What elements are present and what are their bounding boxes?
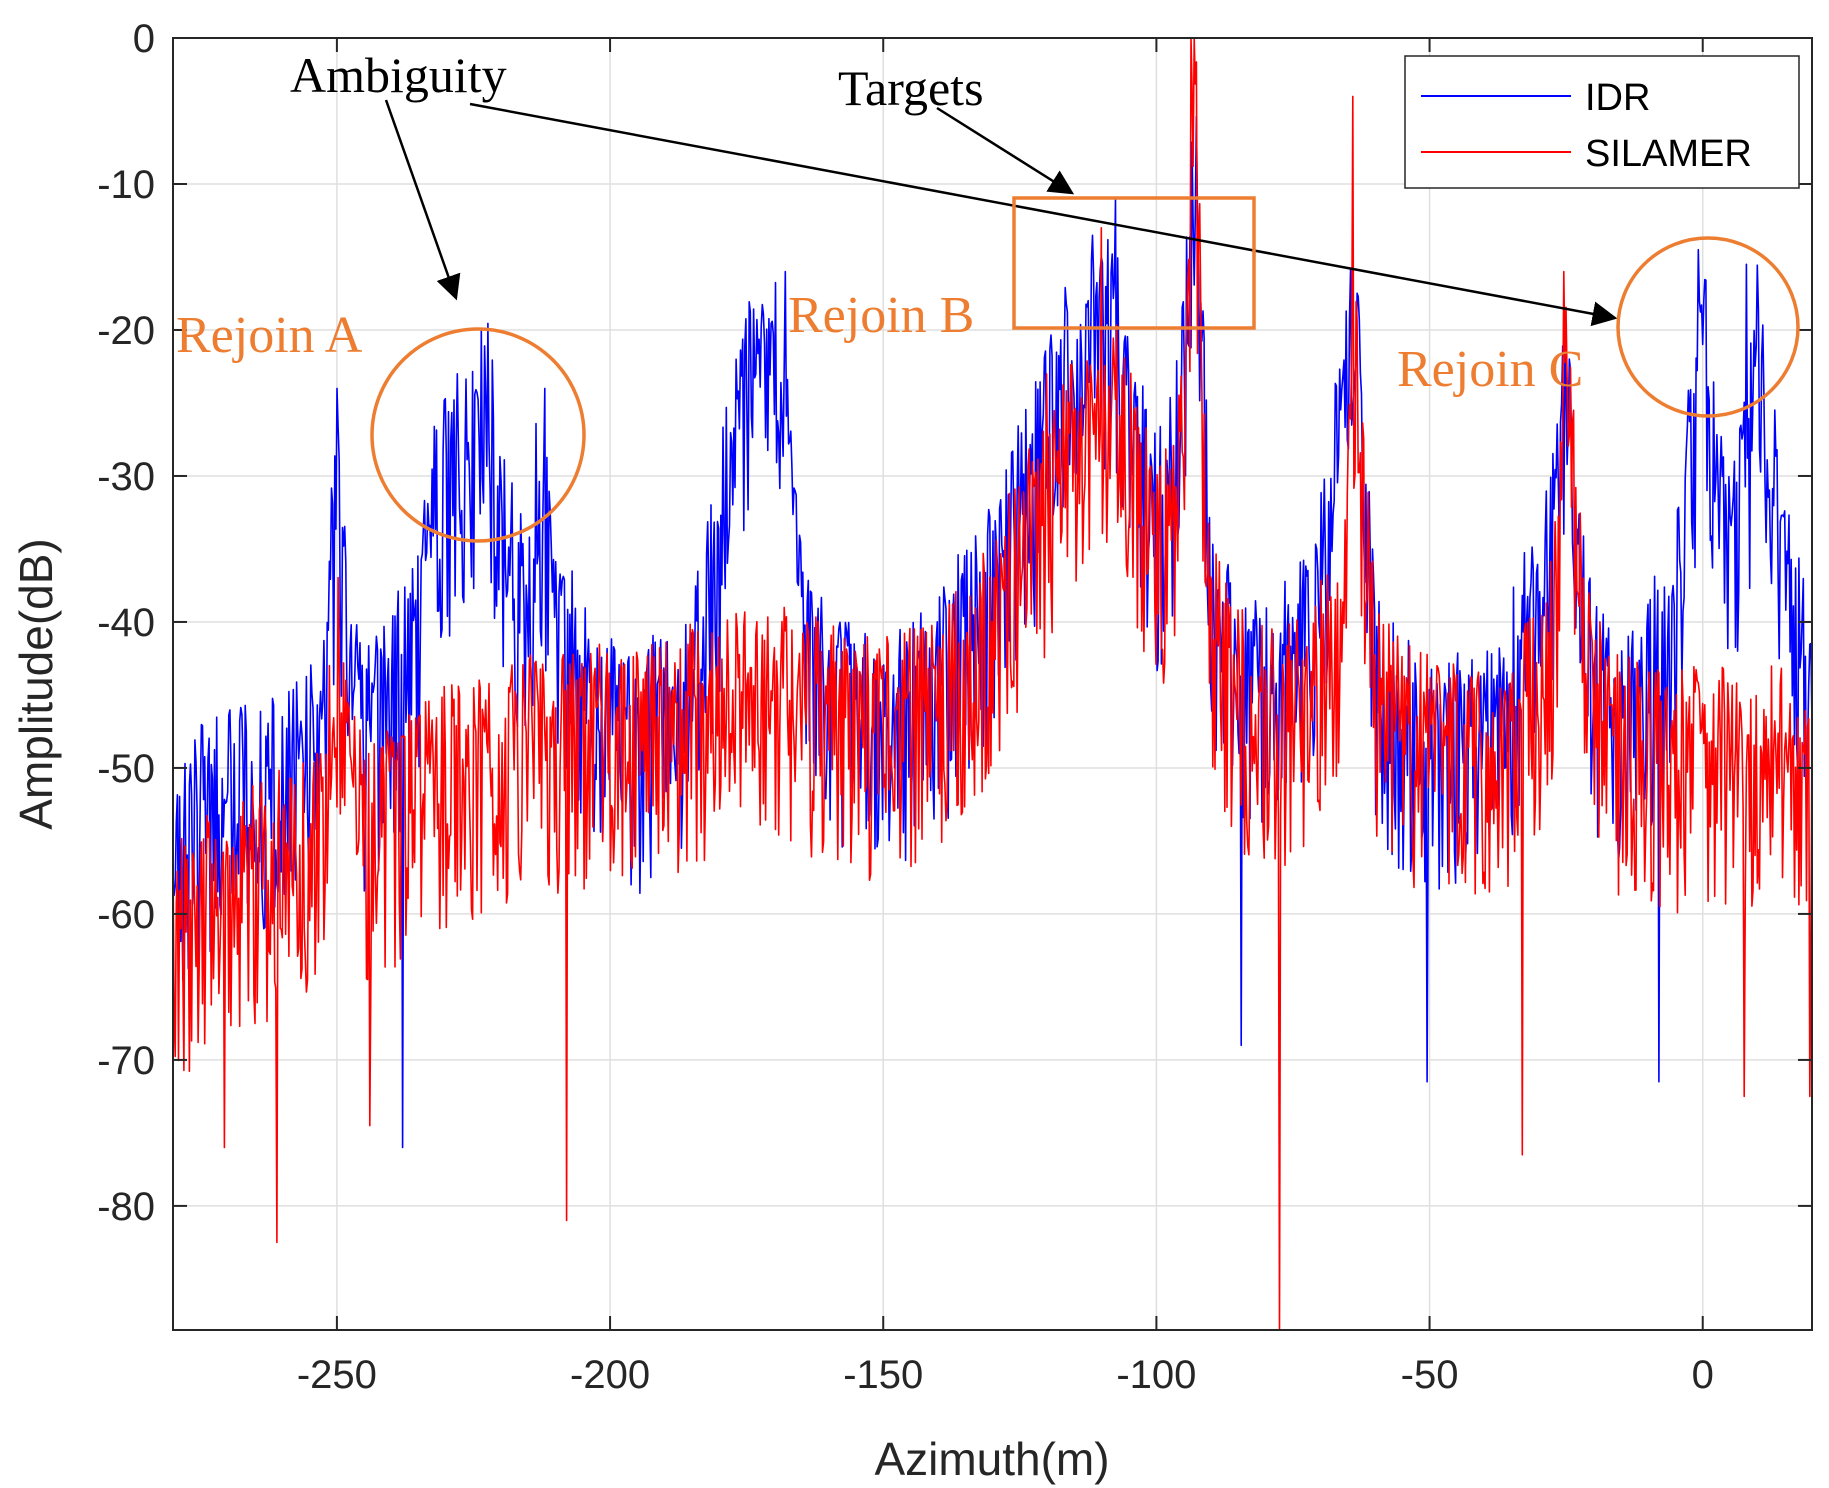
y-tick-label: -20 bbox=[97, 309, 155, 353]
annotations: Ambiguity Targets Rejoin A Rejoin B Rejo… bbox=[176, 47, 1800, 543]
y-tick-label: -80 bbox=[97, 1185, 155, 1229]
region-b-box bbox=[1012, 196, 1256, 330]
region-a-label: Rejoin A bbox=[176, 307, 363, 364]
region-a-circle bbox=[370, 327, 586, 543]
region-c-label: Rejoin C bbox=[1397, 341, 1583, 398]
legend: IDR SILAMER bbox=[1404, 55, 1800, 189]
legend-box bbox=[1404, 55, 1800, 189]
axes-frame bbox=[172, 37, 1813, 1331]
targets-arrow bbox=[936, 106, 1075, 195]
series-line-silamer bbox=[173, 38, 1812, 1330]
x-tick-label: -250 bbox=[297, 1353, 377, 1397]
x-tick-label: -200 bbox=[570, 1353, 650, 1397]
y-tick-label: -50 bbox=[97, 747, 155, 791]
y-tick-label: -60 bbox=[97, 893, 155, 937]
x-tick-label: -50 bbox=[1401, 1353, 1459, 1397]
ambiguity-label: Ambiguity bbox=[290, 47, 507, 103]
y-axis-title: Amplitude(dB) bbox=[10, 538, 62, 829]
ticks: -250 -200 -150 -100 -50 0 0 -10 -20 -30 -40 -50 -60 -… bbox=[97, 17, 1812, 1397]
ambiguity-arrow-c bbox=[469, 102, 1618, 327]
legend-label-silamer: SILAMER bbox=[1585, 133, 1752, 175]
y-tick-label: -70 bbox=[97, 1039, 155, 1083]
targets-label: Targets bbox=[838, 60, 984, 116]
y-tick-label: 0 bbox=[133, 17, 155, 61]
y-tick-label: -30 bbox=[97, 455, 155, 499]
y-tick-label: -10 bbox=[97, 163, 155, 207]
region-c-circle bbox=[1616, 236, 1800, 418]
x-tick-label: -100 bbox=[1116, 1353, 1196, 1397]
series-line-idr bbox=[173, 115, 1812, 1149]
x-tick-label: -150 bbox=[843, 1353, 923, 1397]
legend-label-idr: IDR bbox=[1585, 77, 1650, 119]
x-tick-label: 0 bbox=[1692, 1353, 1714, 1397]
plot-area bbox=[173, 38, 1812, 1330]
y-tick-label: -40 bbox=[97, 601, 155, 645]
region-b-label: Rejoin B bbox=[788, 287, 974, 344]
ambiguity-arrow-a bbox=[384, 99, 461, 301]
x-axis-title: Azimuth(m) bbox=[874, 1433, 1109, 1485]
